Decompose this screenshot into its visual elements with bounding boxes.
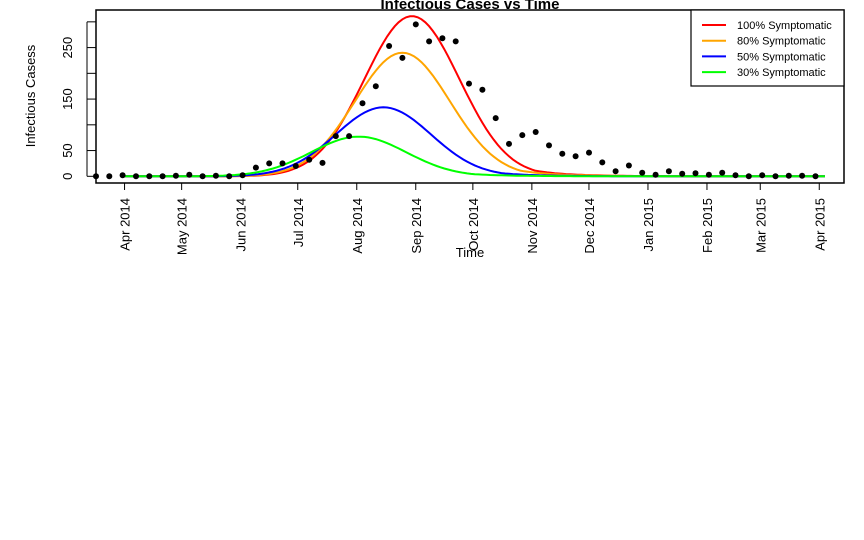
data-point	[239, 172, 246, 179]
x-tick-label: Mar 2015	[753, 198, 768, 253]
data-point	[772, 173, 779, 180]
data-point	[306, 156, 313, 163]
data-point	[612, 168, 619, 175]
x-tick-label: Apr 2014	[118, 198, 133, 251]
data-point	[359, 100, 366, 107]
data-point	[492, 115, 499, 122]
legend: 100% Symptomatic 80% Symptomatic 50% Sympt…	[690, 9, 845, 87]
legend-label: 100% Symptomatic	[737, 20, 832, 32]
x-tick-label: Sep 2014	[409, 198, 424, 254]
data-point	[279, 160, 286, 167]
data-point	[199, 173, 206, 180]
legend-label: 80% Symptomatic	[737, 36, 826, 48]
y-tick-label: 50	[60, 143, 75, 157]
data-point	[586, 149, 592, 156]
y-tick-label: 150	[60, 88, 75, 110]
data-point	[426, 38, 433, 45]
legend-label: 50% Symptomatic	[737, 51, 826, 63]
data-point	[106, 173, 113, 180]
x-tick-label: May 2014	[175, 198, 190, 255]
data-point	[732, 172, 739, 179]
data-point	[479, 86, 486, 93]
data-point	[799, 172, 806, 179]
data-point	[785, 172, 792, 179]
x-tick-label: Aug 2014	[350, 198, 365, 254]
x-axis: Apr 2014 May 2014 Jun 2014 Jul 2014 Aug 2014…	[118, 182, 827, 255]
data-point	[212, 172, 219, 179]
x-tick-label: Feb 2015	[700, 198, 715, 253]
data-point	[466, 80, 472, 87]
x-tick-label: Apr 2015	[812, 198, 827, 251]
data-point	[546, 142, 552, 149]
data-point	[226, 173, 233, 180]
data-point	[159, 173, 166, 180]
data-point	[266, 160, 273, 167]
data-point	[252, 164, 259, 171]
observed-points	[93, 21, 819, 180]
data-point	[599, 159, 606, 166]
data-point	[759, 172, 766, 179]
data-point	[679, 170, 686, 177]
x-tick-label: Jun 2014	[234, 198, 249, 252]
data-point	[119, 172, 126, 179]
x-tick-label: Jul 2014	[291, 198, 306, 247]
data-point	[625, 162, 632, 169]
data-point	[319, 159, 326, 166]
data-point	[639, 169, 646, 176]
data-point	[519, 132, 526, 139]
data-point	[812, 173, 819, 180]
data-point	[186, 171, 193, 178]
data-point	[719, 169, 726, 176]
data-point	[532, 129, 539, 135]
data-point	[399, 54, 406, 61]
legend-label: 30% Symptomatic	[737, 67, 826, 79]
data-point	[386, 43, 393, 49]
data-point	[559, 150, 566, 157]
x-tick-label: Oct 2014	[466, 198, 481, 251]
data-point	[665, 168, 672, 175]
data-point	[172, 172, 179, 179]
y-tick-label: 250	[60, 37, 75, 59]
chart-title: Infectious Cases vs Time	[381, 0, 560, 13]
x-axis-label: Time	[456, 245, 484, 260]
data-point	[292, 163, 299, 169]
data-point	[572, 153, 579, 160]
x-tick-label: Jan 2015	[641, 198, 656, 252]
x-tick-label: Nov 2014	[525, 198, 540, 254]
data-point	[745, 173, 752, 180]
data-point	[346, 133, 353, 140]
data-point	[705, 171, 712, 178]
data-point	[332, 133, 339, 140]
data-point	[412, 21, 419, 28]
y-axis: 0 50 150 250	[60, 21, 96, 180]
data-point	[133, 173, 139, 180]
y-axis-label: Infectious Casess	[23, 44, 38, 147]
y-tick-label: 0	[60, 173, 75, 180]
data-point	[146, 173, 153, 180]
data-point	[506, 140, 512, 147]
data-point	[652, 171, 659, 178]
data-point	[372, 83, 379, 90]
data-point	[439, 35, 446, 42]
legend-box	[690, 9, 845, 87]
data-point	[452, 38, 459, 45]
x-tick-label: Dec 2014	[582, 198, 597, 254]
data-point	[692, 170, 699, 177]
